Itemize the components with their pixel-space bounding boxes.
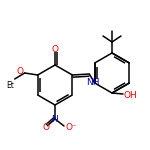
Text: NH: NH: [86, 78, 100, 87]
Text: O: O: [42, 123, 50, 132]
Text: O: O: [17, 68, 24, 76]
Text: Et: Et: [6, 81, 14, 90]
Text: OH: OH: [124, 90, 138, 99]
Text: O⁻: O⁻: [65, 123, 77, 132]
Text: O: O: [51, 45, 58, 54]
Text: N: N: [52, 116, 58, 124]
